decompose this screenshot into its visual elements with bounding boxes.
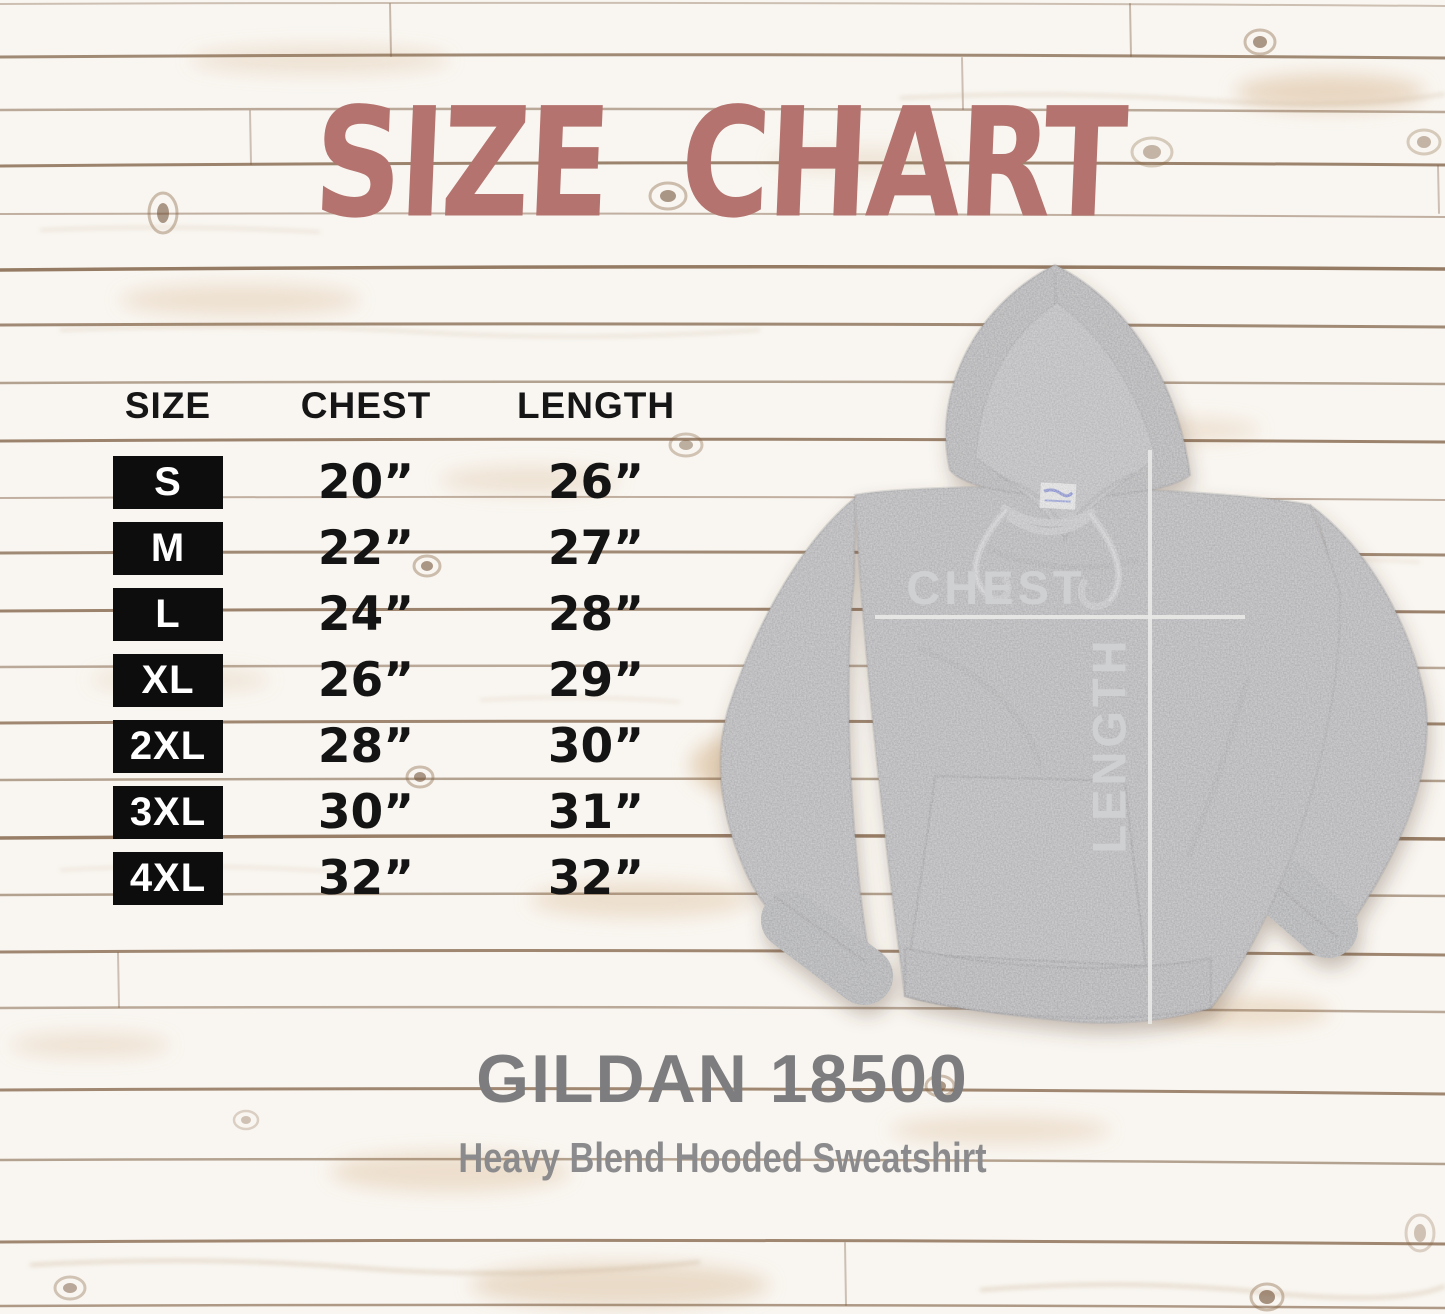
product-subtitle: Heavy Blend Hooded Sweatshirt — [458, 1134, 987, 1181]
page-title: SIZE CHART — [310, 75, 1128, 252]
chest-value: 32” — [317, 851, 415, 906]
chest-value: 24” — [317, 587, 415, 642]
size-badge: L — [113, 588, 223, 641]
left-cuff-seam — [773, 894, 867, 964]
table-row: 2XL 28” 30” — [0, 719, 760, 774]
size-badge: 3XL — [113, 786, 223, 839]
column-header-length: LENGTH — [516, 385, 676, 426]
length-value: 29” — [547, 653, 645, 708]
length-measure-label: LENGTH — [1082, 636, 1135, 853]
size-badge: 4XL — [113, 852, 223, 905]
hoodie-body — [853, 485, 1342, 1025]
length-value: 26” — [547, 455, 645, 510]
column-header-size: SIZE — [124, 385, 212, 426]
chest-measure-label: CHEST — [906, 561, 1085, 614]
wood-knots — [53, 28, 1442, 1312]
table-row: S 20” 26” — [0, 455, 760, 510]
length-value: 32” — [547, 851, 645, 906]
hoodie-left-sleeve — [719, 495, 879, 992]
size-badge: M — [113, 522, 223, 575]
chest-value: 22” — [317, 521, 415, 576]
table-row: L 24” 28” — [0, 587, 760, 642]
size-badge: XL — [113, 654, 223, 707]
product-name: GILDAN 18500 — [476, 1041, 969, 1117]
size-badge: S — [113, 456, 223, 509]
brand-tag — [1038, 481, 1078, 511]
drawstring-highlights — [974, 508, 1120, 602]
hood-lining-crease — [997, 472, 1135, 546]
length-value: 30” — [547, 719, 645, 774]
length-value: 27” — [547, 521, 645, 576]
table-row: 3XL 30” 31” — [0, 785, 760, 840]
hoodie-left-cuff — [761, 891, 893, 1005]
product-caption: GILDAN 18500 Heavy Blend Hooded Sweatshi… — [0, 1040, 1445, 1182]
chest-value: 30” — [317, 785, 415, 840]
table-row: 4XL 32” 32” — [0, 851, 760, 906]
chest-value: 26” — [317, 653, 415, 708]
hoodie-photo: CHEST LENGTH — [719, 263, 1429, 1025]
length-value: 28” — [547, 587, 645, 642]
length-value: 31” — [547, 785, 645, 840]
waistband — [903, 946, 1213, 1020]
hood-lining — [974, 301, 1158, 540]
wood-grain — [29, 93, 1445, 1300]
size-badge: 2XL — [113, 720, 223, 773]
chest-value: 20” — [317, 455, 415, 510]
table-row: M 22” 27” — [0, 521, 760, 576]
chest-value: 28” — [317, 719, 415, 774]
table-header-row: SIZE CHEST LENGTH — [0, 386, 760, 439]
column-header-chest: CHEST — [300, 385, 432, 426]
table-row: XL 26” 29” — [0, 653, 760, 708]
